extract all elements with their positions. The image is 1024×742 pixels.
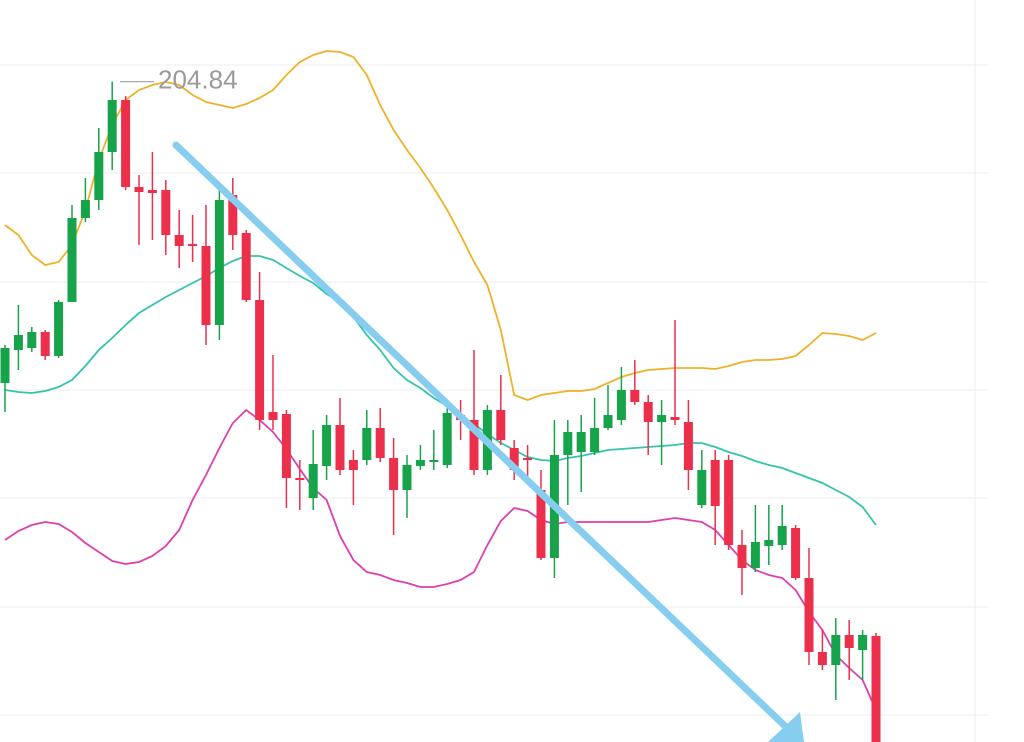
candle-body bbox=[576, 432, 586, 452]
candle-body bbox=[697, 470, 707, 505]
candle-body bbox=[724, 460, 734, 545]
candle-body bbox=[174, 235, 184, 246]
candle-body bbox=[536, 490, 546, 558]
candle-body bbox=[201, 246, 211, 325]
candle-body bbox=[415, 460, 425, 466]
candle-body bbox=[281, 414, 291, 478]
candle-body bbox=[295, 478, 305, 480]
candle-body bbox=[147, 190, 157, 193]
candle-body bbox=[777, 526, 787, 545]
candle-body bbox=[322, 425, 332, 466]
candle-body bbox=[670, 417, 680, 420]
candle-body bbox=[630, 390, 640, 402]
candle-body bbox=[509, 448, 519, 470]
candle-body bbox=[94, 152, 104, 200]
candle-body bbox=[804, 578, 814, 652]
candle-body bbox=[335, 425, 345, 470]
arrow-head bbox=[768, 712, 804, 742]
candle-body bbox=[67, 218, 77, 302]
candle-body bbox=[389, 458, 399, 490]
candle-body bbox=[657, 415, 667, 422]
candle-body bbox=[643, 402, 653, 422]
candle-body bbox=[27, 332, 37, 348]
candle-body bbox=[228, 195, 238, 235]
candle-body bbox=[308, 464, 318, 498]
candle-body bbox=[255, 300, 265, 420]
candle-body bbox=[375, 428, 385, 458]
candle-body bbox=[791, 528, 801, 578]
candle-body bbox=[429, 460, 439, 462]
candle-body bbox=[563, 432, 573, 455]
candle-body bbox=[469, 420, 479, 470]
annotation-label: 204.84 bbox=[158, 64, 238, 94]
band-line bbox=[4, 408, 877, 711]
grid bbox=[0, 0, 988, 742]
candle-body bbox=[214, 200, 224, 325]
candle-body bbox=[683, 422, 693, 470]
candle-body bbox=[188, 244, 198, 246]
candle-body bbox=[496, 410, 506, 440]
candle-body bbox=[590, 428, 600, 452]
candle-body bbox=[737, 545, 747, 568]
candle-body bbox=[13, 335, 23, 350]
candle-body bbox=[750, 542, 760, 568]
candle-body bbox=[362, 428, 372, 460]
candle-body bbox=[268, 412, 278, 420]
candle-body bbox=[844, 635, 854, 648]
candle-body bbox=[121, 100, 131, 187]
candle-body bbox=[603, 415, 613, 428]
candle-body bbox=[710, 460, 720, 506]
candle-body bbox=[523, 458, 533, 460]
candle-body bbox=[858, 635, 868, 650]
candle-body bbox=[134, 187, 144, 192]
candle-body bbox=[764, 540, 774, 546]
candle-body bbox=[161, 190, 171, 235]
band-line bbox=[4, 50, 877, 401]
candle-body bbox=[442, 413, 452, 465]
candle-body bbox=[402, 465, 412, 490]
candle-body bbox=[54, 302, 64, 356]
trend-arrow bbox=[172, 141, 804, 742]
candle-body bbox=[831, 635, 841, 665]
candle-body bbox=[80, 200, 90, 218]
candle-body bbox=[241, 233, 251, 300]
candle-body bbox=[0, 348, 10, 383]
candle-body bbox=[40, 332, 50, 356]
candle-body bbox=[616, 390, 626, 420]
arrow-shaft bbox=[172, 141, 790, 731]
candle-body bbox=[107, 100, 117, 152]
candle-body bbox=[871, 636, 881, 742]
candle-body bbox=[817, 652, 827, 665]
candle-body bbox=[348, 460, 358, 470]
